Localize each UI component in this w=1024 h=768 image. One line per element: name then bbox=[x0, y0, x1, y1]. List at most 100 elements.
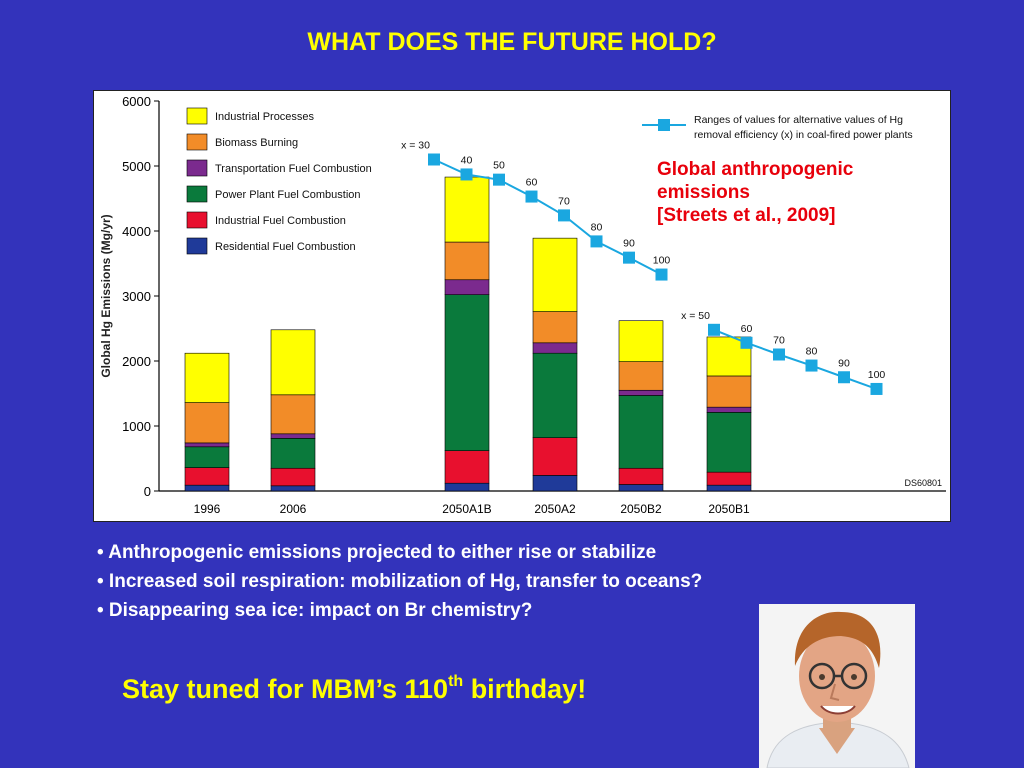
efficiency-marker bbox=[493, 173, 505, 186]
bar-segment bbox=[706, 412, 752, 473]
bar-segment bbox=[444, 279, 490, 295]
efficiency-label: 50 bbox=[493, 160, 505, 172]
y-axis-label: Global Hg Emissions (Mg/yr) bbox=[99, 214, 113, 377]
bar-segment bbox=[618, 484, 664, 492]
figure-code: DS60801 bbox=[904, 478, 942, 488]
bar-segment bbox=[706, 471, 752, 486]
bar-segment bbox=[184, 467, 230, 486]
legend-label: Industrial Fuel Combustion bbox=[215, 215, 346, 227]
bar-segment bbox=[184, 352, 230, 403]
efficiency-marker bbox=[590, 235, 603, 248]
citation-line: emissions bbox=[657, 182, 750, 203]
bar-segment bbox=[444, 241, 490, 281]
y-tick-label: 1000 bbox=[122, 419, 151, 434]
bar-segment bbox=[444, 294, 490, 451]
x-tick-label: 2050A2 bbox=[534, 502, 576, 516]
bar-segment bbox=[706, 375, 752, 408]
bar-segment bbox=[618, 395, 664, 469]
y-tick-label: 3000 bbox=[122, 289, 151, 304]
legend-label: Power Plant Fuel Combustion bbox=[215, 189, 361, 201]
efficiency-label: 80 bbox=[591, 221, 603, 233]
efficiency-label: 40 bbox=[461, 154, 473, 166]
bar-segment bbox=[270, 394, 316, 435]
bar-segment bbox=[184, 442, 230, 448]
bar-segment bbox=[532, 352, 578, 439]
bar-segment bbox=[618, 389, 664, 396]
efficiency-marker bbox=[460, 168, 473, 181]
bar-segment bbox=[706, 484, 752, 492]
line-legend-marker bbox=[658, 119, 670, 131]
bar-segment bbox=[270, 438, 316, 469]
citation-line: Global anthropogenic bbox=[657, 159, 854, 180]
line-legend-label: Ranges of values for alternative values … bbox=[694, 114, 903, 126]
stay-tuned-end: birthday! bbox=[463, 674, 587, 704]
bar-segment bbox=[270, 433, 316, 439]
bar-segment bbox=[706, 406, 752, 413]
efficiency-label: 60 bbox=[526, 177, 538, 189]
efficiency-marker bbox=[525, 190, 538, 203]
legend-swatch bbox=[186, 159, 208, 177]
bar-segment bbox=[532, 342, 578, 354]
efficiency-label: 90 bbox=[623, 238, 635, 250]
stay-tuned-text: Stay tuned for MBM’s 110th birthday! bbox=[122, 673, 586, 705]
slide-title: WHAT DOES THE FUTURE HOLD? bbox=[307, 28, 717, 56]
bar-segment bbox=[184, 484, 230, 492]
efficiency-marker bbox=[838, 371, 850, 384]
x-tick-label: 2050A1B bbox=[442, 502, 491, 516]
efficiency-label: 70 bbox=[558, 195, 570, 207]
bar-segment bbox=[444, 482, 490, 492]
line-legend-label: removal efficiency (x) in coal-fired pow… bbox=[694, 129, 913, 141]
portrait-illustration bbox=[759, 604, 915, 768]
efficiency-marker bbox=[708, 323, 720, 336]
bar-segment bbox=[444, 450, 490, 484]
y-tick-label: 0 bbox=[144, 484, 151, 499]
efficiency-label: x = 30 bbox=[401, 140, 430, 152]
efficiency-label: 70 bbox=[773, 335, 785, 347]
legend-swatch bbox=[186, 133, 208, 151]
efficiency-marker bbox=[558, 209, 570, 222]
stay-tuned-main: Stay tuned for MBM’s 110 bbox=[122, 674, 449, 704]
efficiency-marker bbox=[623, 251, 635, 264]
emissions-chart: 0 1000 2000 3000 4000 5000 6000 Global Hg Emiss… bbox=[93, 90, 951, 522]
efficiency-label: 100 bbox=[653, 255, 671, 267]
bar-segment bbox=[270, 329, 316, 396]
efficiency-label: 80 bbox=[806, 346, 818, 358]
legend-label: Residential Fuel Combustion bbox=[215, 241, 356, 253]
bullet-item: • Disappearing sea ice: impact on Br che… bbox=[97, 600, 533, 621]
bar-segment bbox=[270, 467, 316, 487]
x-tick-label: 2006 bbox=[280, 502, 307, 516]
efficiency-label: 100 bbox=[868, 369, 886, 381]
chart-citation: Global anthropogenic emissions [Streets … bbox=[657, 158, 937, 227]
legend-swatch bbox=[186, 185, 208, 203]
legend-label: Transportation Fuel Combustion bbox=[215, 163, 372, 175]
y-tick-label: 5000 bbox=[122, 159, 151, 174]
stay-tuned-superscript: th bbox=[448, 673, 464, 690]
portrait-photo bbox=[759, 604, 915, 768]
chart-svg: 0 1000 2000 3000 4000 5000 6000 Global Hg Emiss… bbox=[99, 94, 946, 516]
legend-swatch bbox=[186, 107, 208, 125]
efficiency-label: x = 50 bbox=[681, 310, 710, 322]
x-tick-label: 2050B2 bbox=[620, 502, 662, 516]
x-tick-label: 1996 bbox=[194, 502, 221, 516]
bullet-list: • Anthropogenic emissions projected to e… bbox=[97, 538, 702, 625]
legend-label: Industrial Processes bbox=[215, 111, 315, 123]
legend-label: Biomass Burning bbox=[215, 137, 298, 149]
efficiency-label: 90 bbox=[838, 357, 850, 369]
efficiency-marker bbox=[428, 153, 440, 166]
bar-segment bbox=[618, 361, 664, 391]
bar-segment bbox=[532, 311, 578, 344]
bar-segment bbox=[184, 402, 230, 444]
efficiency-marker bbox=[740, 336, 753, 349]
bar-segment bbox=[444, 176, 490, 243]
efficiency-marker bbox=[773, 348, 785, 361]
legend-swatch bbox=[186, 237, 208, 255]
bullet-item: • Anthropogenic emissions projected to e… bbox=[97, 542, 657, 563]
bar-segment bbox=[618, 320, 664, 362]
citation-line: [Streets et al., 2009] bbox=[657, 205, 836, 226]
bar-segment bbox=[532, 475, 578, 492]
x-tick-label: 2050B1 bbox=[708, 502, 750, 516]
efficiency-label: 60 bbox=[741, 323, 753, 335]
bullet-item: • Increased soil respiration: mobilizati… bbox=[97, 571, 703, 592]
efficiency-marker bbox=[805, 359, 818, 372]
bar-segment bbox=[270, 485, 316, 492]
